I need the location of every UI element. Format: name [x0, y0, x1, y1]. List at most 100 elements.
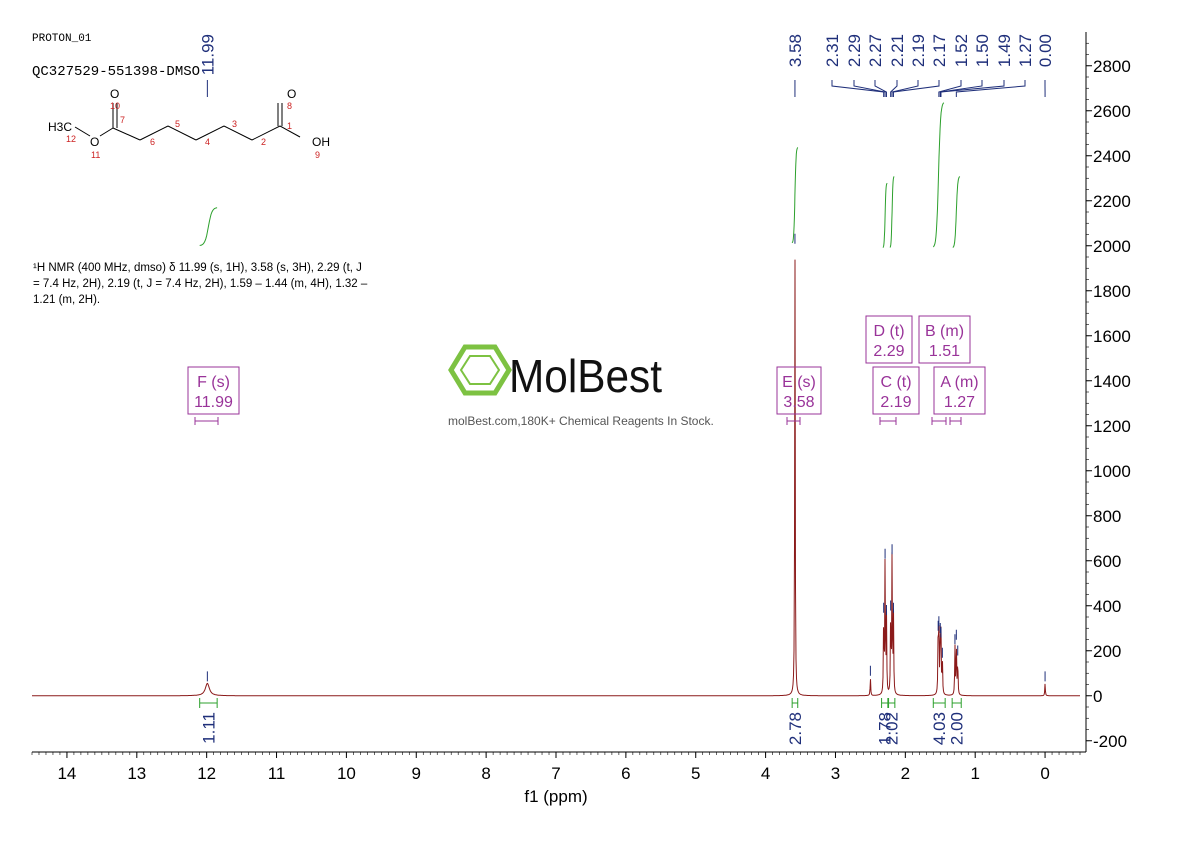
description-line-3: 1.21 (m, 2H). — [33, 294, 100, 306]
multiplet-shift: 1.27 — [944, 394, 975, 411]
peak-label-leader — [890, 80, 898, 97]
atom-num-1: 1 — [287, 121, 292, 131]
atom-num-4: 4 — [205, 137, 210, 147]
atom-o-carbonyl: O — [110, 87, 119, 101]
multiplet-frame — [865, 315, 913, 364]
multiplet-label: B (m) — [925, 323, 964, 340]
y-tick-label: 0 — [1093, 687, 1102, 706]
atom-num-7: 7 — [120, 115, 125, 125]
y-tick-label: 2600 — [1093, 102, 1131, 121]
peak-label: 1.50 — [973, 34, 992, 67]
y-tick-label: 2000 — [1093, 237, 1131, 256]
peak-label: 2.21 — [888, 34, 907, 67]
atom-num-9: 9 — [315, 150, 320, 160]
x-axis-label: f1 (ppm) — [524, 787, 587, 806]
integral-curve — [889, 176, 895, 248]
peak-label: 3.58 — [786, 34, 805, 67]
molbest-watermark: MolBest molBest.com,180K+ Chemical Reage… — [448, 344, 714, 428]
x-tick-label: 12 — [197, 764, 216, 783]
multiplet-box: A (m) 1.27 — [933, 366, 986, 415]
molbest-logo-icon — [448, 344, 512, 396]
integral-value: 4.03 — [930, 712, 949, 745]
peak-label: 2.29 — [845, 34, 864, 67]
integral-curve — [952, 176, 961, 248]
description-line-1: ¹H NMR (400 MHz, dmso) δ 11.99 (s, 1H), … — [33, 262, 362, 274]
peak-label-leader — [939, 80, 983, 97]
peak-label: 0.00 — [1036, 34, 1055, 67]
y-tick-label: 1000 — [1093, 462, 1131, 481]
multiplet-frame — [933, 366, 986, 415]
y-tick-label: 200 — [1093, 642, 1121, 661]
multiplet-box: B (m) 1.51 — [918, 315, 971, 364]
peak-label: 1.27 — [1016, 34, 1035, 67]
integral-layer: 1.11 2.78 1.782.02 4.032.00 — [199, 102, 967, 745]
nmr-description: ¹H NMR (400 MHz, dmso) δ 11.99 (s, 1H), … — [33, 262, 368, 306]
x-tick-label: 14 — [57, 764, 76, 783]
multiplet-box: E (s) 3.58 — [776, 366, 822, 415]
multiplet-frame — [918, 315, 971, 364]
integral-curve — [882, 182, 888, 248]
atom-num-12: 12 — [66, 134, 76, 144]
integral-value: 1.11 — [199, 712, 218, 744]
y-tick-label: 2200 — [1093, 192, 1131, 211]
sample-label: QC327529-551398-DMSO — [32, 64, 200, 80]
multiplet-label: F (s) — [197, 374, 230, 391]
multiplet-shift: 2.29 — [873, 343, 904, 360]
atom-o-acid: O — [287, 87, 296, 101]
x-tick-label: 9 — [412, 764, 421, 783]
x-tick-label: 10 — [337, 764, 356, 783]
multiplet-label: E (s) — [782, 374, 816, 391]
peak-label: 1.49 — [995, 34, 1014, 67]
peak-label: 2.31 — [823, 34, 842, 67]
chart-axes: 14 13 12 11 10 9 8 7 6 5 4 3 2 1 0f1 (ppm)-20002004006… — [31, 32, 1131, 806]
atom-ch3: H3C — [48, 120, 72, 134]
atom-num-11: 11 — [91, 150, 100, 160]
peak-label: 2.19 — [909, 34, 928, 67]
y-tick-label: 1800 — [1093, 282, 1131, 301]
multiplet-label: A (m) — [940, 374, 978, 391]
peak-label-leader — [955, 80, 1026, 97]
multiplet-label: D (t) — [873, 323, 904, 340]
x-tick-label: 8 — [481, 764, 490, 783]
y-tick-label: 1600 — [1093, 327, 1131, 346]
x-tick-label: 5 — [691, 764, 700, 783]
y-tick-label: 400 — [1093, 597, 1121, 616]
watermark-tagline: molBest.com,180K+ Chemical Reagents In S… — [448, 414, 714, 428]
x-tick-label: 2 — [901, 764, 910, 783]
atom-num-2: 2 — [261, 137, 266, 147]
peak-label-leader — [938, 80, 962, 97]
spectrum-trace — [32, 259, 1080, 697]
integral-value: 1.78 — [876, 712, 895, 745]
x-tick-label: 11 — [268, 764, 286, 783]
integral-value: 2.78 — [786, 712, 805, 745]
multiplet-box: F (s) 11.99 — [187, 366, 240, 415]
integral-curve — [932, 102, 945, 248]
spectrum-layer — [32, 233, 1080, 697]
peak-label-leader — [853, 80, 886, 97]
peak-label-layer: 11.99 3.58 2.31 2.29 2.27 2.21 2.19 2.17 1.52 1.5… — [198, 34, 1055, 97]
atom-num-6: 6 — [150, 137, 155, 147]
peak-label-leader — [874, 80, 887, 97]
atom-num-8: 8 — [287, 101, 292, 111]
molecule-structure: H3C 12 O 11 O 10 7 6 5 4 3 2 1 O 8 OH 9 — [48, 87, 330, 160]
peak-label-leader — [940, 80, 1005, 97]
x-tick-label: 0 — [1040, 764, 1049, 783]
y-tick-label: 1400 — [1093, 372, 1131, 391]
atom-num-10: 10 — [110, 101, 120, 111]
peak-label: 2.17 — [930, 34, 949, 67]
integral-curve — [199, 207, 218, 246]
multiplet-frame — [872, 366, 920, 415]
multiplet-box: D (t) 2.29 — [865, 315, 913, 364]
x-tick-label: 1 — [970, 764, 979, 783]
x-tick-label: 3 — [831, 764, 840, 783]
watermark-brand: MolBest — [509, 350, 662, 402]
peak-label-leader — [892, 80, 940, 97]
integral-curve — [791, 147, 799, 244]
peak-label: 2.27 — [866, 34, 885, 67]
atom-num-5: 5 — [175, 119, 180, 129]
experiment-label: PROTON_01 — [32, 33, 92, 45]
y-tick-label: 600 — [1093, 552, 1121, 571]
multiplet-frame — [187, 366, 240, 415]
peak-label: 11.99 — [198, 34, 217, 75]
